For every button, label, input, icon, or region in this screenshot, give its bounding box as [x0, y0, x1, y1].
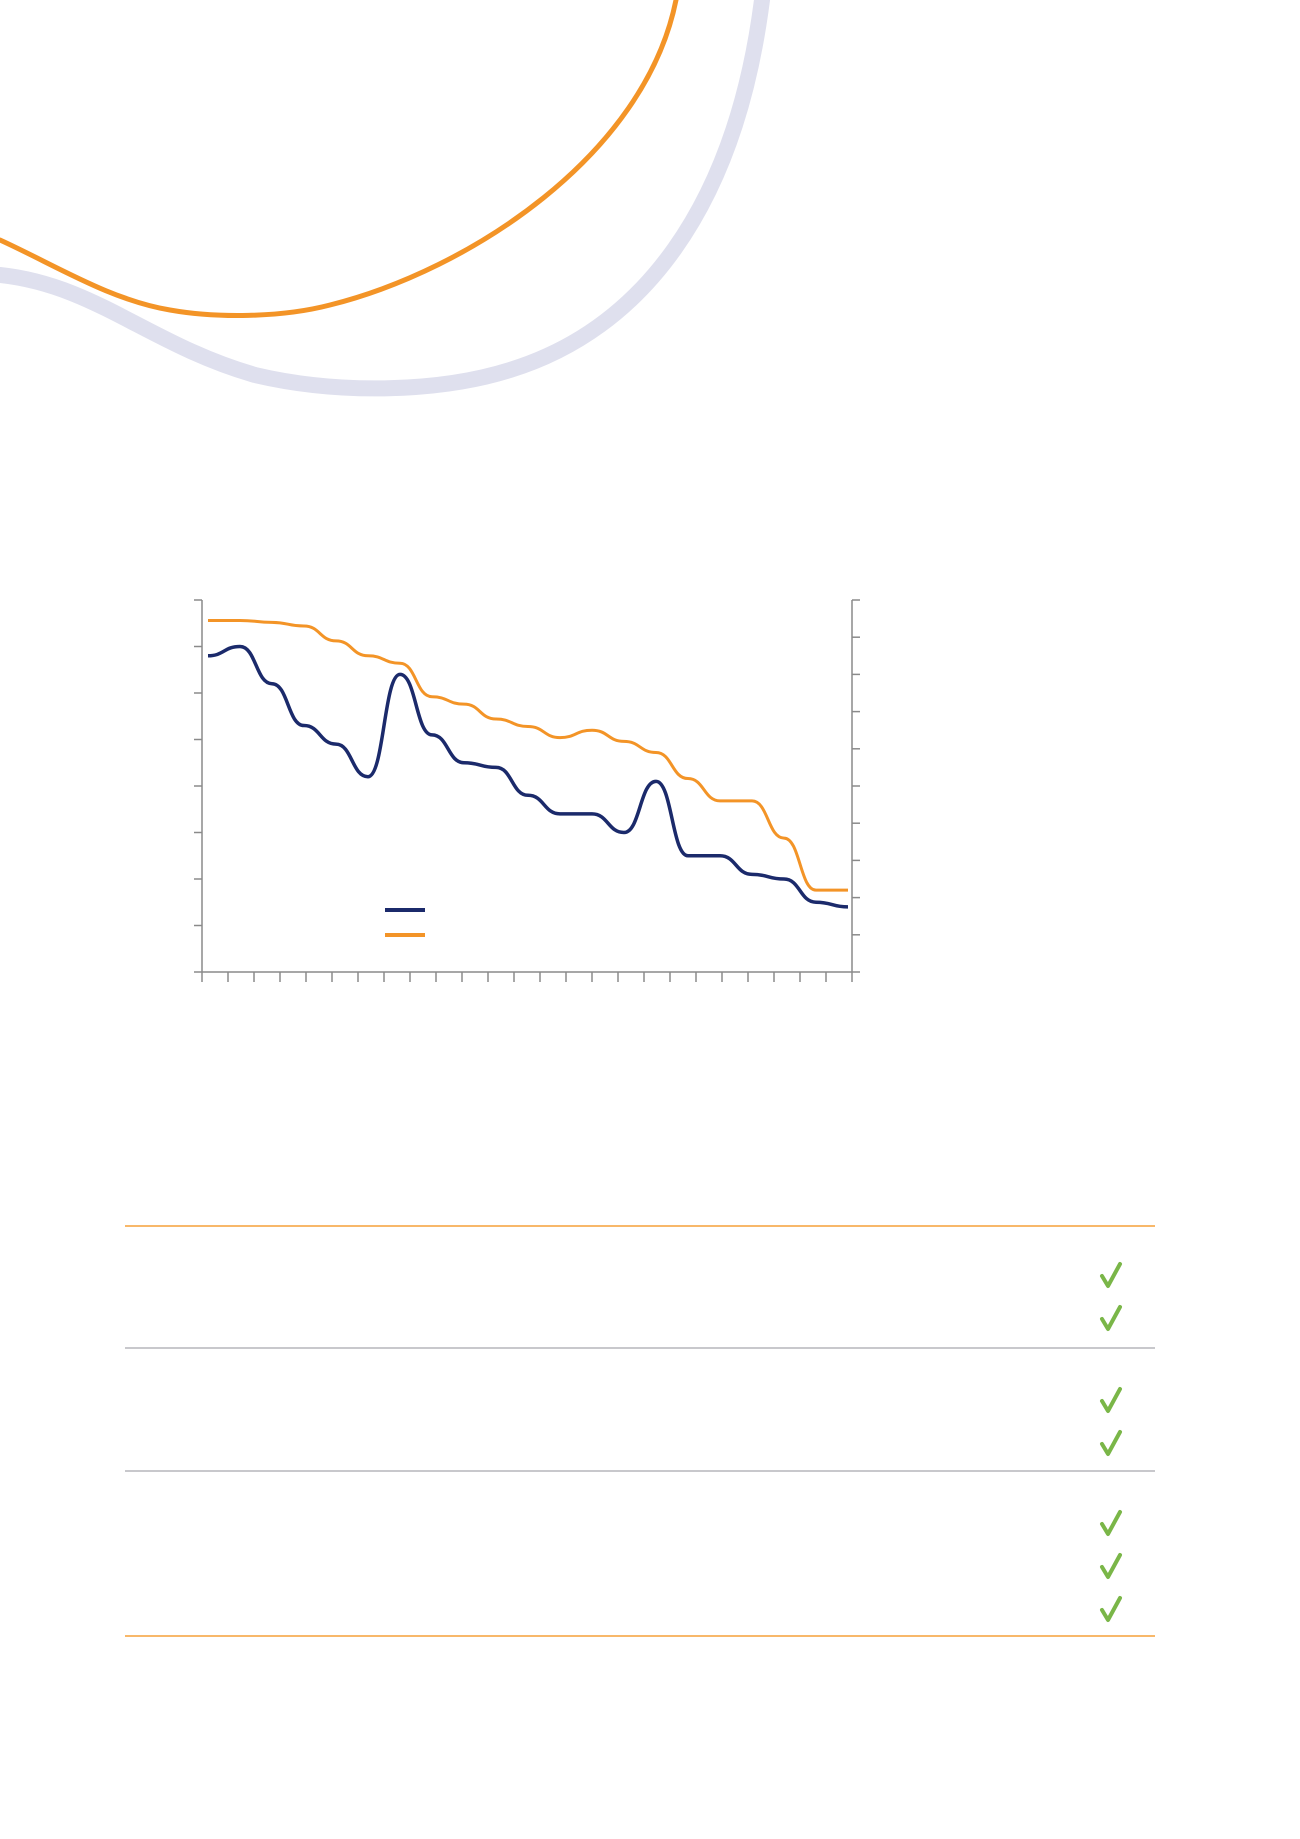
chart-series-line-2 [208, 618, 848, 892]
chart-series-line-1 [207, 644, 849, 909]
table-top-rule [125, 1225, 1155, 1227]
line-chart [194, 599, 860, 982]
table-row-divider [125, 1470, 1155, 1472]
checkmark-icon [1098, 1385, 1126, 1415]
checkmark-icon [1098, 1508, 1126, 1538]
checkmark-icon [1098, 1260, 1126, 1290]
chart-axes [194, 599, 860, 982]
chart-legend [385, 908, 425, 937]
orange-swoosh [0, 0, 679, 318]
checkmark-icon [1098, 1551, 1126, 1581]
decorative-swoosh-graphic [0, 0, 770, 397]
table-row-divider [125, 1347, 1155, 1349]
checkmark-icon [1098, 1303, 1126, 1333]
lavender-swoosh [0, 0, 770, 397]
table-bottom-rule [125, 1635, 1155, 1637]
chart-series [207, 618, 849, 909]
checkmark-icon [1098, 1428, 1126, 1458]
checkmark-icon [1098, 1594, 1126, 1624]
